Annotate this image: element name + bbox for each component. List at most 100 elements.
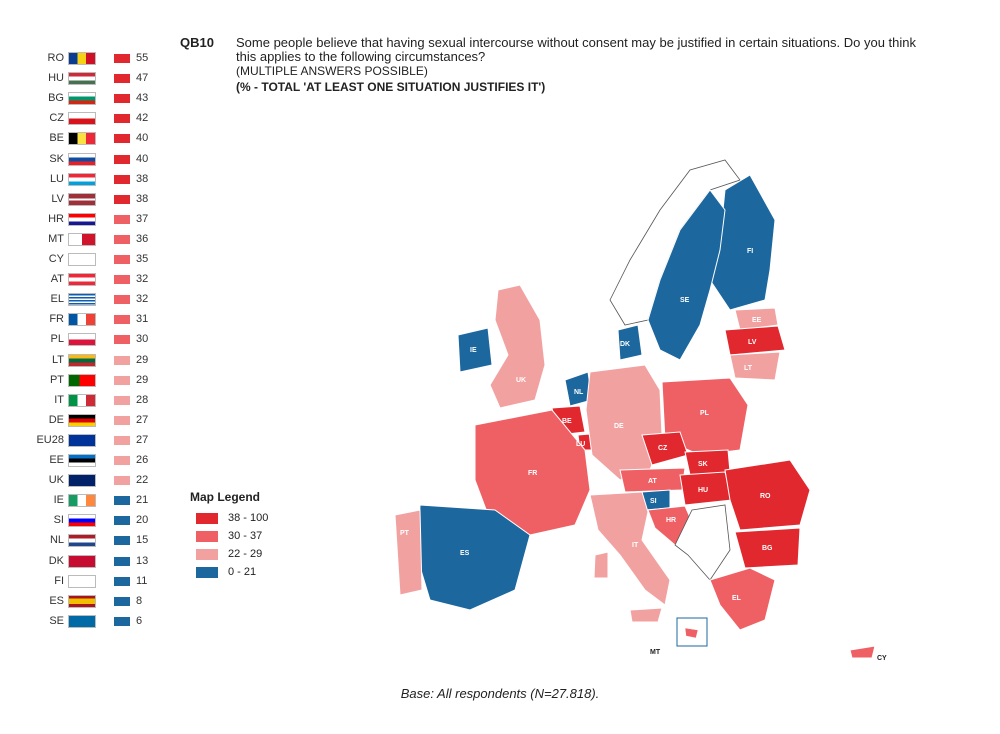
legend-item: 0 - 21 xyxy=(190,564,310,582)
country-value: 42 xyxy=(136,112,149,125)
country-row-el: EL 32 xyxy=(28,291,158,307)
country-shape-cy xyxy=(849,645,876,659)
country-code: SK xyxy=(49,152,64,165)
base-note: Base: All respondents (N=27.818). xyxy=(400,686,600,701)
country-code: EE xyxy=(49,454,64,466)
country-row-hr: HR 37 xyxy=(28,211,158,227)
country-code: MT xyxy=(48,232,64,245)
country-code: PL xyxy=(50,333,64,346)
country-shape-ro xyxy=(724,459,811,531)
flag-icon-uk xyxy=(68,474,96,488)
map-label-uk: UK xyxy=(516,377,526,384)
value-swatch xyxy=(114,415,130,425)
country-code: LU xyxy=(49,172,64,185)
country-code: AT xyxy=(50,273,64,286)
flag-icon-nl xyxy=(68,534,96,548)
country-code: UK xyxy=(48,474,64,487)
country-row-pl: PL 30 xyxy=(28,331,158,347)
country-code: DE xyxy=(48,413,64,426)
country-value: 27 xyxy=(136,413,149,426)
map-label-el: EL xyxy=(732,595,742,602)
value-swatch xyxy=(114,114,130,124)
map-legend: Map Legend 38 - 100 30 - 37 22 - 29 0 - … xyxy=(190,490,310,582)
flag-icon-at xyxy=(68,273,96,287)
flag-icon-es xyxy=(68,594,96,608)
country-value: 31 xyxy=(136,313,149,326)
country-value: 29 xyxy=(136,373,149,386)
country-code: SI xyxy=(53,514,64,527)
country-row-mt: MT 36 xyxy=(28,231,158,247)
value-swatch xyxy=(114,375,130,385)
legend-label: 0 - 21 xyxy=(228,566,257,578)
legend-swatch xyxy=(196,531,218,542)
flag-icon-pl xyxy=(68,333,96,347)
value-swatch xyxy=(114,174,130,184)
country-value: 20 xyxy=(136,514,149,527)
value-swatch xyxy=(114,556,130,566)
flag-icon-se xyxy=(68,614,96,628)
legend-item: 30 - 37 xyxy=(190,528,310,546)
map-label-de: DE xyxy=(614,423,624,430)
country-code: DK xyxy=(48,554,64,567)
flag-icon-hu xyxy=(68,72,96,86)
value-swatch xyxy=(114,355,130,365)
country-shape-de xyxy=(585,364,663,481)
flag-icon-lt xyxy=(68,353,96,367)
map-label-be: BE xyxy=(562,418,572,425)
value-swatch xyxy=(114,74,130,84)
value-swatch xyxy=(114,536,130,546)
value-swatch xyxy=(114,134,130,144)
country-value: 30 xyxy=(136,333,149,346)
value-swatch xyxy=(114,456,130,465)
map-label-sk: SK xyxy=(698,461,708,468)
country-code: BE xyxy=(49,132,64,145)
country-shape-se xyxy=(647,189,726,361)
country-value: 6 xyxy=(136,614,143,627)
map-label-fr: FR xyxy=(528,470,537,477)
value-swatch xyxy=(114,194,130,204)
flag-icon-ee xyxy=(68,454,96,467)
country-row-pt: PT 29 xyxy=(28,372,158,388)
question-note: (MULTIPLE ANSWERS POSSIBLE) xyxy=(236,64,428,78)
country-value: 15 xyxy=(136,534,149,547)
value-swatch xyxy=(114,295,130,305)
country-value: 38 xyxy=(136,172,149,185)
value-swatch xyxy=(114,154,130,164)
country-value: 40 xyxy=(136,132,149,145)
country-value: 29 xyxy=(136,353,149,366)
country-row-cz: CZ 42 xyxy=(28,110,158,126)
country-value: 40 xyxy=(136,152,149,165)
country-code: NL xyxy=(49,534,64,547)
value-swatch xyxy=(114,596,130,606)
flag-icon-eu28 xyxy=(68,433,96,447)
country-value: 26 xyxy=(136,454,149,466)
country-row-uk: UK 22 xyxy=(28,472,158,488)
flag-icon-hr xyxy=(68,212,96,226)
country-row-cy: CY 35 xyxy=(28,251,158,267)
map-label-dk: DK xyxy=(620,341,630,348)
value-swatch xyxy=(114,214,130,224)
country-row-ro: RO 55 xyxy=(28,50,158,66)
value-swatch xyxy=(114,234,130,244)
country-row-dk: DK 13 xyxy=(28,553,158,569)
country-code: FR xyxy=(49,313,64,326)
country-row-ee: EE 26 xyxy=(28,452,158,468)
country-row-lt: LT 29 xyxy=(28,352,158,368)
map-label-hr: HR xyxy=(666,517,676,524)
flag-icon-pt xyxy=(68,373,96,387)
country-row-de: DE 27 xyxy=(28,412,158,428)
map-label-ie: IE xyxy=(470,347,477,354)
map-label-lu: LU xyxy=(576,441,585,448)
map-label-ro: RO xyxy=(760,493,771,500)
country-value: 11 xyxy=(136,574,148,587)
flag-icon-de xyxy=(68,413,96,427)
country-value: 35 xyxy=(136,253,149,265)
country-code: LT xyxy=(51,353,64,366)
country-shape-it xyxy=(589,491,671,606)
country-value: 37 xyxy=(136,212,149,225)
country-value: 43 xyxy=(136,92,149,105)
flag-icon-el xyxy=(68,293,96,307)
map-label-nl: NL xyxy=(574,389,584,396)
map-label-fi: FI xyxy=(747,248,753,255)
value-swatch xyxy=(114,255,130,264)
